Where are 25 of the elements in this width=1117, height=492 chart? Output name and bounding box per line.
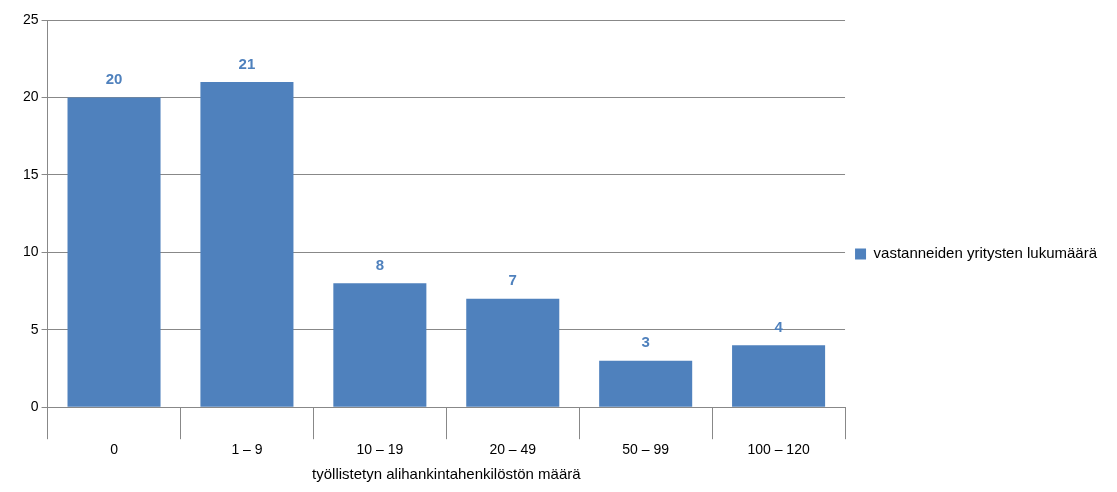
y-tick-label: 20 [22,88,39,105]
x-tick-label: 10 – 19 [356,441,404,458]
x-axis-title: työllistetyn alihankintahenkilöstön määrä [312,465,582,483]
x-tick-label: 20 – 49 [489,441,537,458]
y-tick-label: 0 [30,398,39,415]
bar [732,345,826,407]
legend-label: vastanneiden yritysten lukumäärä [873,244,1098,262]
y-tick-label: 5 [30,320,39,337]
bar [599,360,693,407]
bar [333,283,427,407]
x-tick-label: 50 – 99 [622,441,670,458]
data-label: 21 [238,54,256,72]
data-label: 8 [375,255,385,273]
data-label: 3 [641,333,650,351]
y-tick-label: 15 [22,165,39,182]
y-tick-label: 10 [22,243,39,260]
x-tick-label: 0 [110,441,119,458]
bar [67,97,161,407]
bar [200,81,294,407]
x-tick-label: 1 – 9 [231,441,263,458]
y-tick-label: 25 [22,10,39,27]
x-tick-label: 100 – 120 [747,441,810,458]
bar [466,298,560,407]
data-label: 7 [508,271,517,289]
data-label: 20 [105,70,123,88]
